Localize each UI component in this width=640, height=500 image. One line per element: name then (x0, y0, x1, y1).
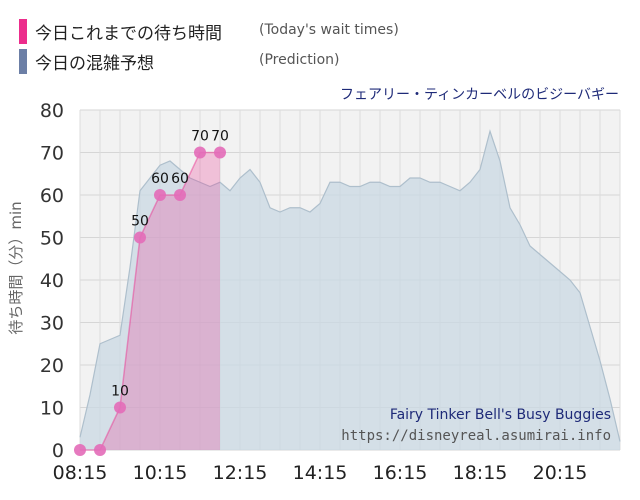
today-data-label: 70 (191, 129, 209, 145)
x-tick-label: 16:15 (373, 462, 428, 484)
attraction-name: Fairy Tinker Bell's Busy Buggies (389, 407, 611, 423)
x-tick-label: 08:15 (53, 462, 108, 484)
today-point (74, 444, 86, 456)
y-tick-label: 10 (40, 398, 64, 420)
y-tick-label: 50 (40, 228, 64, 250)
today-data-label: 60 (151, 171, 169, 187)
today-data-label: 60 (171, 171, 189, 187)
legend-today: 今日これまでの待ち時間 (0, 18, 222, 44)
legend-today-note: (Today's wait times) (259, 22, 399, 38)
legend-today-label: 今日これまでの待ち時間 (35, 23, 222, 44)
legend-prediction: 今日の混雑予想 (0, 48, 154, 74)
y-tick-label: 0 (52, 440, 64, 462)
x-tick-label: 10:15 (133, 462, 188, 484)
chart-title: フェアリー・ティンカーベルのビジーバギー (339, 87, 619, 103)
y-tick-label: 80 (40, 100, 64, 122)
today-point (134, 231, 146, 244)
legend-prediction-label: 今日の混雑予想 (35, 53, 154, 74)
x-tick-label: 20:15 (533, 462, 588, 484)
prediction-area (80, 131, 620, 450)
today-point (94, 444, 106, 456)
today-area (80, 152, 220, 450)
legend-prediction-note: (Prediction) (259, 52, 340, 68)
y-tick-label: 20 (40, 355, 64, 377)
today-data-label: 50 (131, 214, 149, 230)
today-line (80, 151, 220, 451)
today-data-label: 10 (111, 384, 129, 400)
source-url[interactable]: https://disneyreal.asumirai.info (341, 428, 611, 444)
today-point (174, 189, 186, 201)
today-point (214, 146, 226, 159)
y-tick-label: 40 (40, 270, 64, 292)
legend-today-swatch (19, 18, 27, 44)
legend-prediction-swatch (19, 48, 27, 74)
x-tick-label: 14:15 (293, 462, 348, 484)
x-tick-label: 12:15 (213, 462, 268, 484)
y-axis-label: 待ち時間（分）min (7, 201, 25, 334)
today-point (194, 146, 206, 159)
y-tick-label: 30 (40, 313, 64, 335)
x-tick-label: 18:15 (453, 462, 508, 484)
y-tick-label: 60 (40, 185, 64, 207)
today-data-label: 70 (211, 129, 229, 145)
prediction-line (79, 129, 621, 442)
today-point (154, 189, 166, 201)
y-tick-label: 70 (40, 143, 64, 165)
today-point (114, 401, 126, 414)
